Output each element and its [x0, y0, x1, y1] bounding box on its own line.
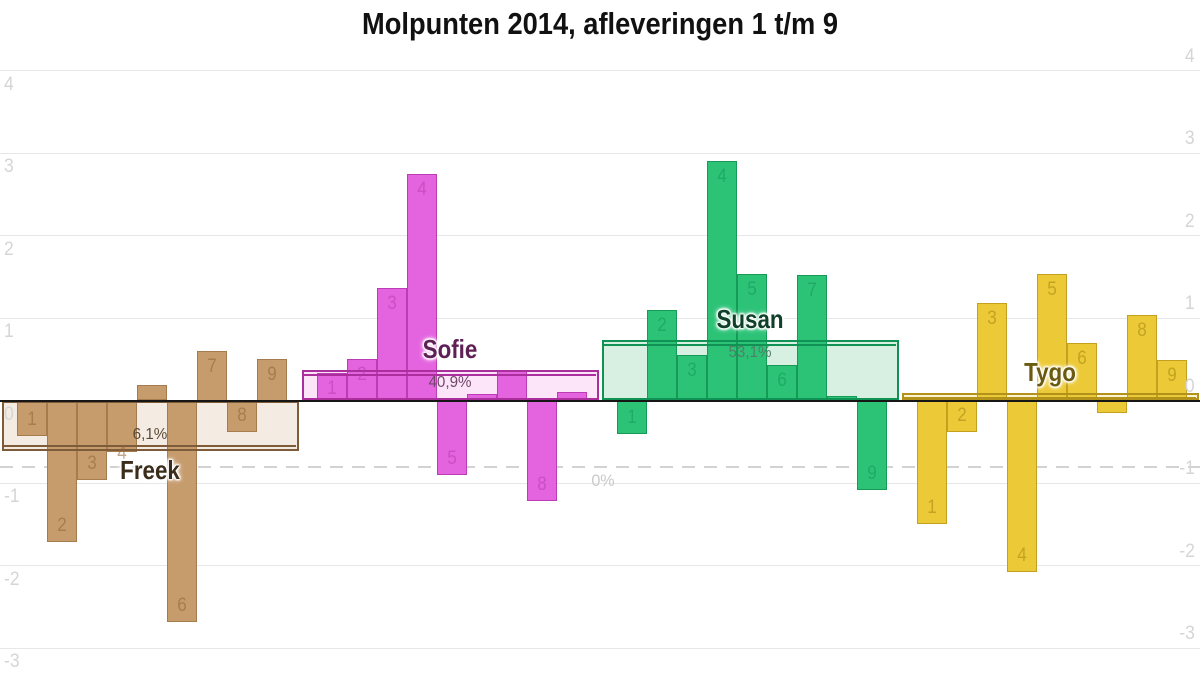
bar-label-tygo-ep2: 2	[957, 404, 967, 426]
bar-label-tygo-ep9: 9	[1167, 365, 1177, 387]
bar-label-sofie-ep3: 3	[387, 293, 397, 315]
bar-freek-ep4[interactable]	[107, 400, 137, 453]
y-axis-tick-left: -1	[4, 486, 20, 507]
bar-label-freek-ep1: 1	[27, 408, 37, 430]
bar-label-susan-ep6: 6	[777, 370, 787, 392]
bar-label-sofie-ep1: 1	[327, 378, 337, 400]
y-axis-tick-left: 4	[4, 73, 14, 95]
bar-label-tygo-ep1: 1	[927, 497, 937, 519]
gridline	[0, 647, 1200, 649]
bar-label-tygo-ep6: 6	[1077, 347, 1087, 369]
bar-label-sofie-ep2: 2	[357, 364, 367, 386]
bar-label-susan-ep9: 9	[867, 462, 877, 484]
gridline	[0, 482, 1200, 484]
player-name-susan: Susan	[716, 304, 784, 335]
player-name-freek: Freek	[120, 454, 180, 485]
bar-label-sofie-ep4: 4	[417, 178, 427, 200]
bar-susan-ep2[interactable]	[647, 309, 677, 401]
y-axis-tick-left: -3	[4, 651, 20, 672]
bar-freek-ep6[interactable]	[167, 400, 197, 622]
y-axis-tick-right: 0	[1185, 375, 1195, 397]
y-axis-tick-left: 0	[4, 403, 14, 425]
chart-title: Molpunten 2014, afleveringen 1 t/m 9	[361, 6, 839, 41]
bar-susan-ep9[interactable]	[857, 400, 887, 490]
gridline	[0, 565, 1200, 566]
bar-freek-ep1[interactable]	[17, 400, 47, 436]
bar-label-susan-ep4: 4	[717, 166, 727, 188]
player-name-tygo: Tygo	[1024, 357, 1076, 388]
percentage-label-susan: 53,1%	[728, 344, 772, 362]
bar-sofie-ep2[interactable]	[347, 359, 377, 401]
bar-label-tygo-ep3: 3	[987, 308, 997, 330]
bar-label-freek-ep7: 7	[207, 356, 217, 377]
average-line-sofie	[304, 373, 596, 376]
bar-label-sofie-ep8: 8	[537, 474, 547, 496]
bar-sofie-ep5[interactable]	[437, 400, 467, 475]
bar-freek-ep3[interactable]	[77, 400, 107, 480]
average-line-freek	[4, 444, 296, 447]
average-line-susan	[604, 344, 896, 347]
y-axis-tick-right: -1	[1179, 458, 1195, 479]
bar-label-freek-ep3: 3	[87, 452, 97, 474]
bar-label-freek-ep2: 2	[57, 515, 67, 537]
gridline	[0, 152, 1200, 154]
bar-label-susan-ep2: 2	[657, 314, 667, 336]
bar-freek-ep8[interactable]	[227, 400, 257, 432]
bar-tygo-ep7[interactable]	[1097, 400, 1127, 413]
bar-freek-ep2[interactable]	[47, 400, 77, 543]
bar-susan-ep6[interactable]	[767, 365, 797, 401]
bar-label-susan-ep1: 1	[627, 406, 637, 428]
y-axis-tick-right: 2	[1185, 210, 1195, 232]
bar-label-freek-ep4: 4	[117, 443, 127, 465]
bar-susan-ep1[interactable]	[617, 400, 647, 434]
bar-label-tygo-ep5: 5	[1047, 279, 1057, 301]
bar-tygo-ep2[interactable]	[947, 400, 977, 432]
zero-percent-label: 0%	[591, 471, 615, 491]
bar-label-freek-ep6: 6	[177, 594, 187, 616]
bar-label-susan-ep5: 5	[747, 279, 757, 301]
gridline	[0, 235, 1200, 236]
y-axis-tick-right: -2	[1179, 540, 1195, 562]
bar-label-sofie-ep5: 5	[447, 447, 457, 469]
percentage-label-freek: 6,1%	[132, 425, 168, 443]
bar-tygo-ep5[interactable]	[1037, 274, 1067, 401]
average-band-border-freek	[1, 400, 299, 451]
zero-line	[0, 399, 1200, 402]
average-band-border-tygo	[901, 393, 1199, 401]
bar-tygo-ep8[interactable]	[1127, 314, 1157, 401]
gridline	[0, 70, 1200, 71]
bar-sofie-ep4[interactable]	[407, 173, 437, 401]
average-band-border-susan	[601, 340, 899, 401]
bar-label-freek-ep9: 9	[267, 364, 277, 386]
y-axis-tick-left: 1	[4, 321, 14, 342]
bar-susan-ep5[interactable]	[737, 274, 767, 401]
bar-susan-ep7[interactable]	[797, 275, 827, 401]
bar-label-tygo-ep4: 4	[1017, 545, 1027, 567]
bar-label-susan-ep7: 7	[807, 280, 817, 302]
y-axis-tick-right: 3	[1185, 128, 1195, 149]
bar-freek-ep5[interactable]	[137, 384, 167, 401]
y-axis-tick-left: -2	[4, 568, 20, 590]
y-axis-tick-left: 3	[4, 156, 14, 177]
percentage-label-sofie: 40,9%	[428, 373, 472, 391]
y-axis-tick-right: -3	[1179, 623, 1195, 644]
y-axis-tick-left: 2	[4, 238, 14, 260]
zero-percent-line	[0, 466, 1200, 469]
y-axis-tick-right: 1	[1185, 293, 1195, 314]
player-name-sofie: Sofie	[422, 333, 478, 364]
bar-label-susan-ep3: 3	[687, 360, 697, 382]
average-line-tygo	[904, 397, 1196, 400]
gridline	[0, 317, 1200, 319]
bar-label-freek-ep8: 8	[237, 404, 247, 426]
bar-label-tygo-ep8: 8	[1137, 319, 1147, 341]
y-axis-tick-right: 4	[1185, 45, 1195, 67]
bar-tygo-ep3[interactable]	[977, 303, 1007, 401]
